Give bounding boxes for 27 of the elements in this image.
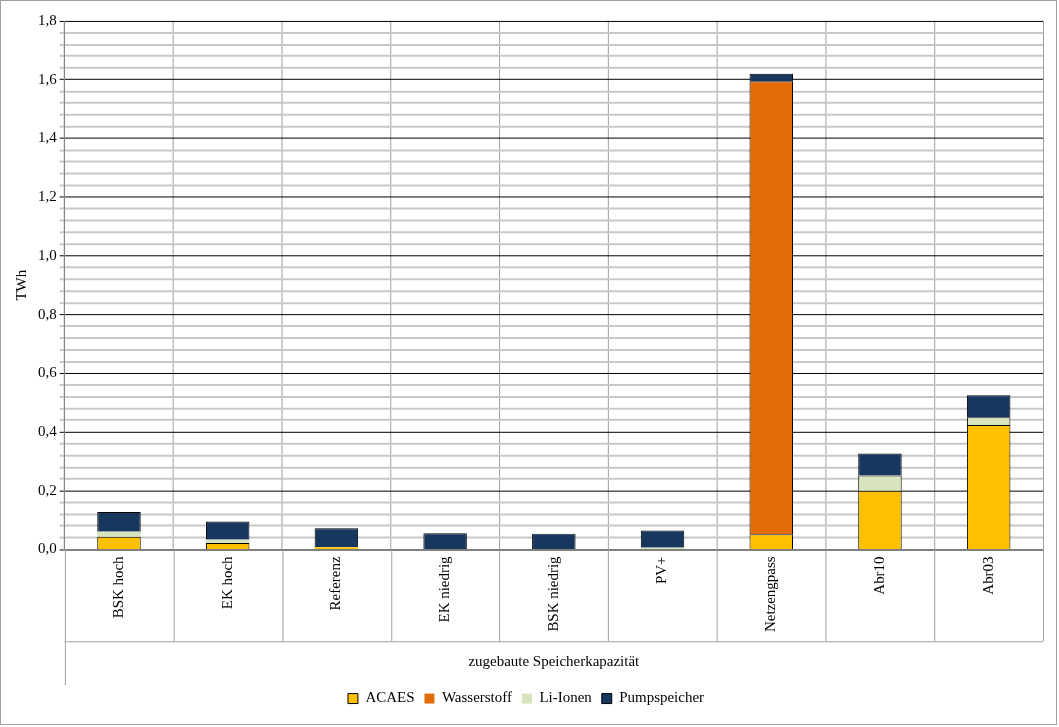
x-tick-label: Netzengpass — [762, 556, 779, 633]
bar — [205, 539, 250, 544]
y-tick-label: 1,8 — [37, 11, 57, 28]
y-tick-label: 1,6 — [37, 70, 58, 87]
x-tick-label: Abr10 — [870, 556, 887, 595]
legend-label: Wasserstoff — [441, 689, 512, 706]
bar — [97, 531, 141, 537]
x-tick-label: BSK niedrig — [544, 555, 561, 632]
legend-label: Pumpspeicher — [619, 689, 705, 706]
x-tick-label: EK hoch — [218, 555, 235, 610]
x-tick-label: Abr03 — [979, 556, 996, 595]
x-tick-label: PV+ — [653, 556, 670, 585]
x-tick-label: Referenz — [327, 556, 344, 611]
x-axis-title: zugebaute Speicherkapazität — [468, 653, 641, 670]
y-tick-label: 1,4 — [37, 129, 58, 146]
y-tick-label: 0,8 — [37, 305, 57, 322]
y-tick-label: 0,2 — [37, 481, 57, 498]
x-tick-label: EK niedrig — [436, 555, 453, 623]
y-tick-label: 0,4 — [37, 422, 58, 439]
legend-label: ACAES — [365, 689, 415, 706]
y-tick-label: 1,0 — [37, 246, 57, 263]
y-tick-label: 0,0 — [37, 540, 57, 557]
y-axis-title: TWh — [12, 269, 29, 301]
y-tick-label: 1,2 — [37, 188, 57, 205]
x-tick-label: BSK hoch — [109, 555, 126, 619]
y-tick-label: 0,6 — [37, 364, 58, 381]
legend-label: Li-Ionen — [539, 689, 593, 706]
